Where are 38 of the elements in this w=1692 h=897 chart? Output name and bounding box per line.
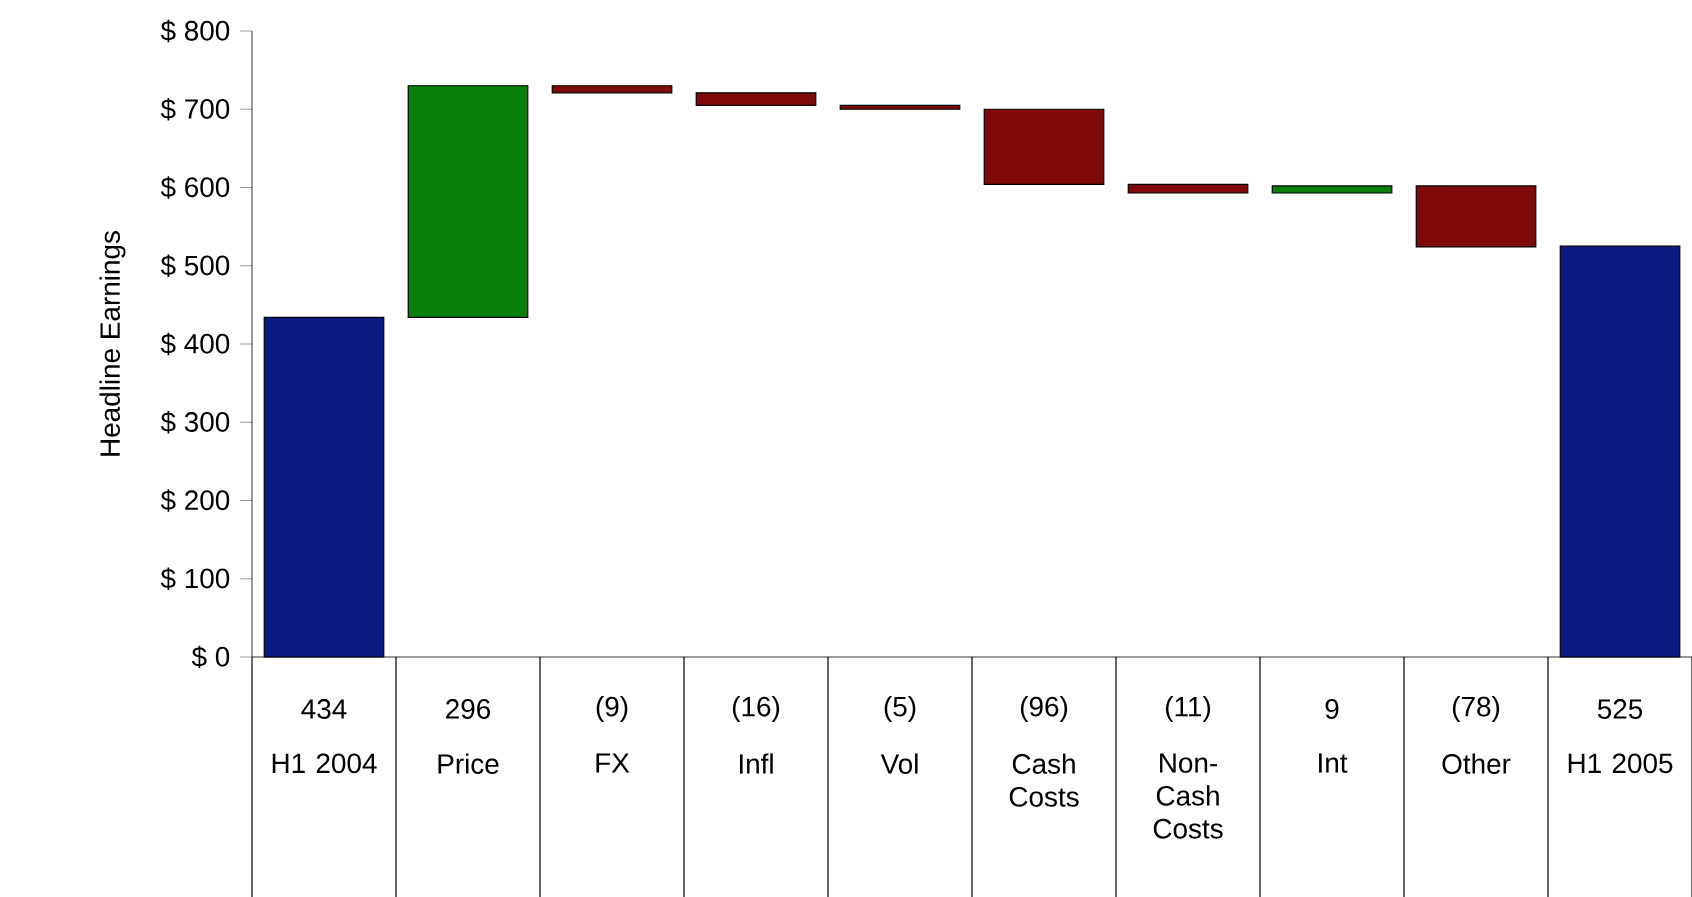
bar: [1415, 185, 1537, 248]
x-tick-label: Vol: [880, 753, 918, 774]
bar: [407, 85, 529, 318]
data-label: (5): [884, 696, 916, 722]
data-label: 296: [446, 699, 491, 719]
data-label: 9: [1325, 699, 1339, 719]
x-tick-label: Infl: [739, 753, 773, 774]
bar: [551, 85, 673, 94]
x-tick-label: H1 2005: [1568, 753, 1673, 774]
x-tick-label: Price: [438, 753, 499, 774]
bar: [1271, 185, 1393, 194]
x-tick-label: H1 2004: [272, 753, 377, 774]
y-tick-label: $ 800: [160, 19, 230, 43]
x-tick-label: Cash Costs: [1009, 753, 1079, 807]
y-axis-title: Headline Earnings: [99, 231, 126, 456]
bar: [695, 92, 817, 106]
x-tick-label: Non-Cash Costs: [1153, 753, 1223, 839]
bar: [1127, 183, 1249, 194]
data-label: (16): [732, 696, 780, 722]
x-tick-label: Other: [1442, 753, 1511, 774]
y-tick-label: $ 100: [160, 567, 230, 591]
bar: [983, 108, 1105, 185]
data-label: (96): [1020, 696, 1068, 722]
data-label: 434: [301, 699, 347, 719]
y-tick-label: $ 200: [160, 489, 230, 512]
y-tick-label: $ 700: [160, 97, 230, 121]
data-label: (9): [596, 696, 628, 722]
x-tick-label: Int: [1319, 753, 1348, 773]
data-label: 525: [1597, 699, 1643, 719]
data-label: (78): [1452, 696, 1500, 722]
y-tick-label: $ 0: [191, 645, 230, 669]
y-tick-label: $ 500: [160, 254, 230, 278]
y-tick-label: $ 400: [160, 332, 230, 356]
data-label: (11): [1165, 696, 1211, 722]
bar: [839, 104, 961, 110]
y-tick-label: $ 600: [160, 176, 230, 199]
y-tick-label: $ 300: [160, 410, 230, 434]
x-tick-label: FX: [596, 753, 630, 773]
